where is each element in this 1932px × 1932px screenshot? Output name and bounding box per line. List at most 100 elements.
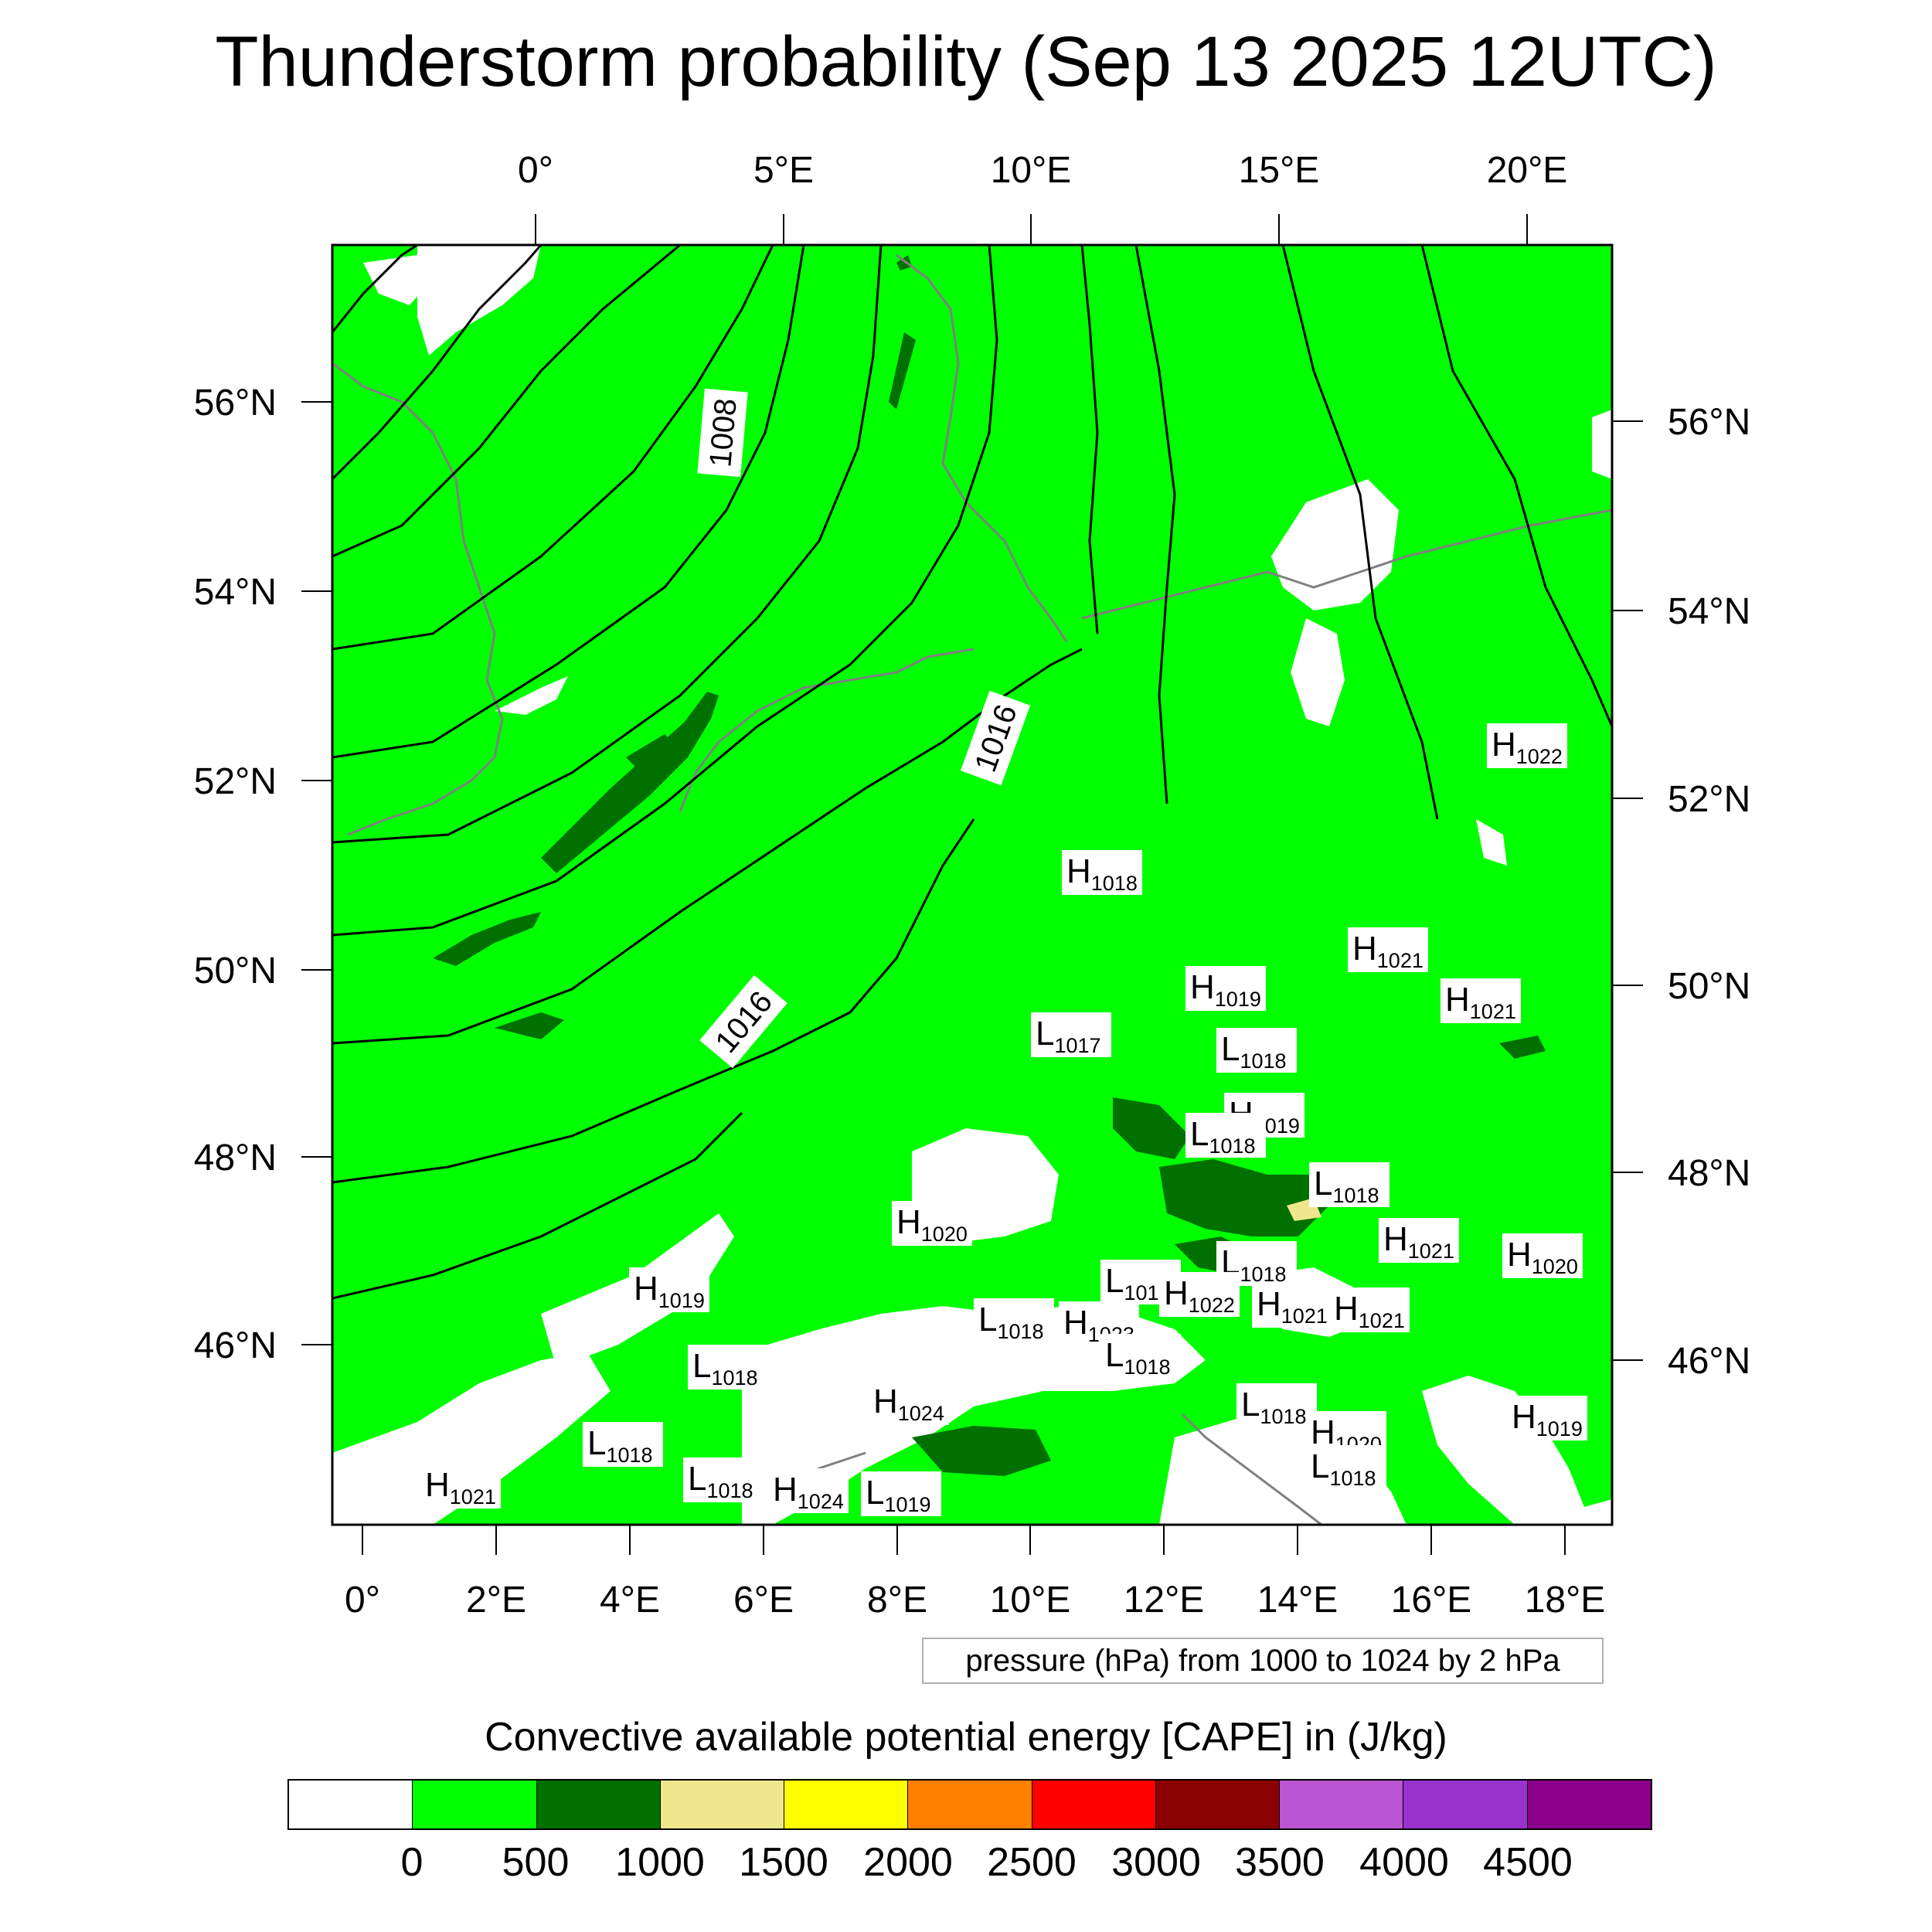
left-lat-label: 54°N (194, 572, 277, 613)
bottom-lon-label: 2°E (466, 1580, 526, 1621)
pressure-center-type: H (1257, 1285, 1281, 1323)
pressure-center-type: H (773, 1471, 798, 1509)
pressure-center-type: H (896, 1203, 921, 1241)
pressure-center-value: 1018 (706, 1479, 753, 1502)
pressure-center: H1022 (1159, 1272, 1240, 1317)
bottom-longitude-axis: 0° 2°E 4°E 6°E 8°E 10°E 12°E 14°E 16°E 1… (345, 1525, 1605, 1621)
colorbar-cell (289, 1781, 413, 1828)
pressure-center-value: 1019 (1215, 988, 1261, 1011)
svg-text:L1018: L1018 (688, 1460, 753, 1502)
colorbar-cell (908, 1781, 1032, 1828)
isobar-4 (332, 245, 774, 651)
coastline-netherlands (679, 648, 975, 812)
right-lat-label: 50°N (1668, 966, 1750, 1007)
isobar-8 (332, 648, 1083, 1045)
colorbar-tick-label: 2500 (987, 1840, 1077, 1885)
pressure-center-type: H (1507, 1236, 1532, 1274)
pressure-center-value: 1021 (1377, 949, 1423, 972)
no-cape-region-balkans (1422, 1376, 1612, 1525)
top-longitude-axis: 0° 5°E 10°E 15°E 20°E (518, 150, 1567, 245)
cape-area-jutland (889, 332, 916, 410)
cape-band-north-sea (626, 734, 680, 781)
colorbar-tick-label: 3000 (1111, 1840, 1201, 1885)
isobar-11 (1080, 245, 1099, 634)
no-cape-region-uk-strip (495, 676, 568, 715)
colorbar-tick-label: 4500 (1483, 1840, 1573, 1885)
pressure-center: L1018 (583, 1422, 663, 1467)
isobar-label: 1008 (703, 397, 743, 468)
pressure-center-type: L (1190, 1115, 1209, 1153)
colorbar-cell (536, 1781, 661, 1828)
pressure-center-type: L (1105, 1336, 1124, 1374)
pressure-center-type: H (1512, 1398, 1536, 1436)
isobar-labels: 1008 1016 1016 (697, 388, 1031, 1069)
pressure-center: L1018 (688, 1345, 768, 1389)
svg-text:L1018: L1018 (978, 1301, 1044, 1343)
pressure-center-type: L (688, 1460, 706, 1498)
left-lat-label: 52°N (194, 761, 277, 802)
svg-text:H1021: H1021 (1257, 1285, 1328, 1328)
isobar-1 (332, 245, 418, 333)
pressure-center-value: 1024 (798, 1490, 844, 1513)
pressure-center-value: 1018 (1329, 1467, 1376, 1490)
right-lat-label: 46°N (1668, 1341, 1750, 1382)
pressure-center-value: 1022 (1189, 1294, 1235, 1317)
pressure-center-value: 1019 (658, 1289, 705, 1312)
svg-text:L1018: L1018 (1241, 1386, 1307, 1428)
isobar-5 (332, 245, 805, 759)
svg-text:L1018: L1018 (692, 1347, 758, 1389)
colorbar-tick-label: 1500 (739, 1840, 828, 1885)
isobar-9 (332, 818, 975, 1184)
no-cape-region-southwest (332, 1352, 611, 1525)
pressure-center-type: L (587, 1424, 606, 1462)
pressure-center-value: 1018 (1124, 1355, 1170, 1379)
cape-area-po-valley (912, 1426, 1051, 1476)
right-lat-label: 56°N (1668, 402, 1750, 443)
left-lat-label: 46°N (194, 1325, 277, 1366)
svg-text:H1021: H1021 (1383, 1220, 1454, 1263)
pressure-center: H1019 (629, 1267, 709, 1312)
pressure-center: H1021 (1440, 978, 1521, 1023)
isobar-12 (1134, 245, 1176, 804)
colorbar-cell (1032, 1781, 1156, 1828)
isobar-3 (332, 245, 681, 558)
pressure-center-value: 1021 (450, 1485, 496, 1509)
svg-text:L1019: L1019 (866, 1474, 931, 1516)
svg-text:H1021: H1021 (1445, 981, 1516, 1023)
pressure-center-value: 1024 (898, 1402, 944, 1425)
bottom-lon-label: 16°E (1391, 1580, 1472, 1621)
isobar-label-box (697, 388, 748, 478)
colorbar-cell (1527, 1781, 1651, 1828)
bottom-lon-label: 14°E (1257, 1580, 1338, 1621)
pressure-center-type: L (692, 1347, 711, 1385)
colorbar-tick-label: 2000 (863, 1840, 953, 1885)
pressure-center: H1018 (1062, 850, 1142, 895)
pressure-center-value: 1019 (884, 1493, 930, 1516)
svg-text:H1019: H1019 (1190, 968, 1261, 1011)
pressure-center-value: 1021 (1359, 1309, 1405, 1332)
colorbar-cell (1280, 1781, 1404, 1828)
right-lat-label: 52°N (1668, 779, 1750, 820)
pressure-center-value: 1018 (1209, 1134, 1255, 1158)
pressure-center-value: 1018 (1091, 872, 1138, 895)
isobar-label-group: 1008 (697, 388, 748, 478)
top-lon-label: 5°E (753, 150, 814, 191)
pressure-center: L1018 (1100, 1334, 1181, 1379)
left-latitude-axis: 56°N 54°N 52°N 50°N 48°N 46°N (194, 383, 332, 1366)
pressure-center-type: L (1105, 1262, 1124, 1300)
pressure-center: H1021 (1348, 927, 1428, 972)
cape-band-channel (433, 912, 541, 966)
pressure-center: H1024 (869, 1380, 949, 1425)
pressure-center-type: H (873, 1383, 898, 1420)
right-latitude-axis: 56°N 54°N 52°N 50°N 48°N 46°N (1612, 402, 1750, 1382)
svg-text:L1018: L1018 (1311, 1447, 1376, 1490)
pressure-center-type: H (1352, 930, 1377, 968)
top-lon-label: 10°E (991, 150, 1072, 191)
colorbar-cell (660, 1781, 785, 1828)
colorbar-cell (1155, 1781, 1281, 1828)
top-lon-label: 20°E (1487, 150, 1568, 191)
no-cape-region-east-1 (1592, 410, 1612, 479)
colorbar-tick-label: 0 (400, 1840, 423, 1885)
svg-text:L1018: L1018 (1221, 1030, 1287, 1073)
pressure-center: H1021 (1329, 1287, 1410, 1332)
